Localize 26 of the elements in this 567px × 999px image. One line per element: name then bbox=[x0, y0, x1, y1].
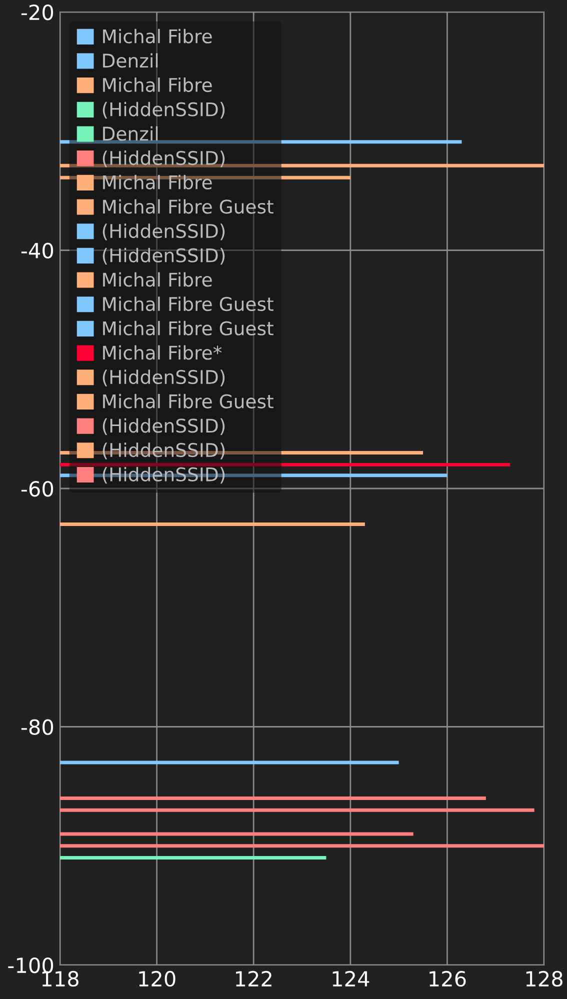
legend-label: Michal Fibre bbox=[103, 174, 212, 190]
legend-label: (HiddenSSID) bbox=[102, 224, 225, 240]
legend-label: (HiddenSSID) bbox=[102, 370, 225, 386]
legend-label: (HiddenSSID) bbox=[102, 102, 225, 119]
x-tick-label: 128 bbox=[526, 970, 562, 987]
y-tick-label: -20 bbox=[21, 4, 54, 20]
y-tick-label: -40 bbox=[21, 242, 54, 258]
x-tick-label: 126 bbox=[430, 970, 466, 987]
x-tick-label: 120 bbox=[139, 970, 176, 987]
legend-label: Michal Fibre Guest bbox=[103, 394, 274, 408]
legend-label: Michal Fibre* bbox=[103, 345, 222, 360]
x-tick-label: 122 bbox=[236, 970, 272, 986]
x-tick-label: 124 bbox=[332, 970, 370, 986]
legend-label: Denzil bbox=[103, 53, 158, 68]
legend-label: (HiddenSSID) bbox=[102, 150, 225, 168]
legend-label: Michal Fibre Guest bbox=[103, 199, 274, 214]
y-tick-label: -60 bbox=[21, 480, 54, 497]
y-tick-label: -80 bbox=[21, 719, 54, 735]
legend-label: (HiddenSSID) bbox=[102, 248, 225, 265]
legend-label: Michal Fibre Guest bbox=[103, 296, 274, 312]
legend-label: Denzil bbox=[103, 126, 158, 141]
legend-label: Michal Fibre Guest bbox=[103, 320, 274, 336]
legend-label: Michal Fibre bbox=[103, 78, 212, 92]
legend-label: Michal Fibre bbox=[103, 272, 212, 287]
legend-label: (HiddenSSID) bbox=[102, 418, 225, 435]
legend-label: Michal Fibre bbox=[103, 28, 212, 44]
